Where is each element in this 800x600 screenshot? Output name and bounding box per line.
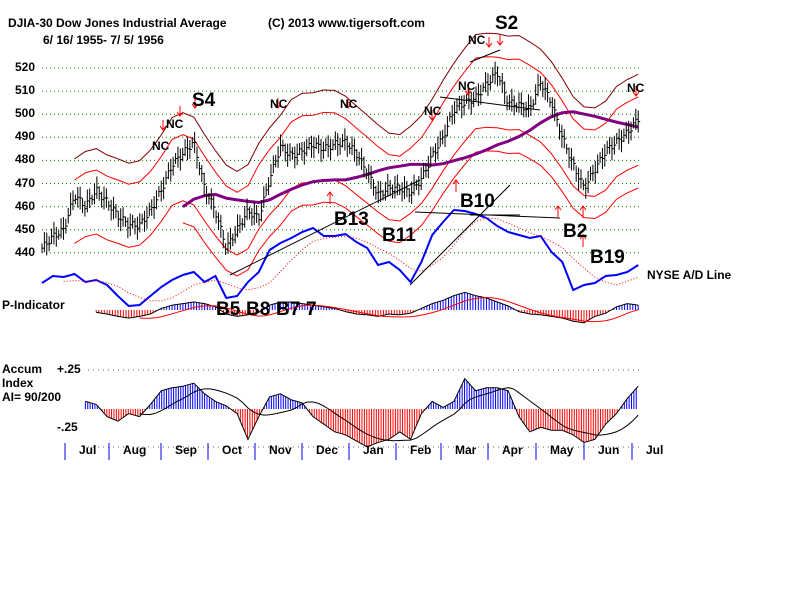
moving-average-line bbox=[182, 110, 639, 208]
up-arrow-icon bbox=[452, 179, 460, 185]
signal-label-s2: S2 bbox=[495, 13, 519, 34]
signal-label-nc: NC bbox=[152, 139, 170, 153]
month-label: Sep bbox=[175, 443, 198, 457]
signal-label-b7: B7 bbox=[276, 299, 301, 320]
y-tick-label: 510 bbox=[15, 83, 36, 98]
month-label: Jul bbox=[79, 443, 97, 457]
accum-label: Accum bbox=[2, 362, 43, 376]
y-tick-label: 450 bbox=[15, 221, 36, 236]
signal-label-nc: NC bbox=[270, 97, 288, 111]
month-label: Apr bbox=[502, 443, 523, 457]
y-tick-label: 460 bbox=[15, 198, 36, 213]
down-arrow-icon bbox=[344, 103, 352, 109]
down-arrow-icon bbox=[428, 115, 436, 121]
signal-label-nc: NC bbox=[468, 33, 486, 47]
ad-line-label: NYSE A/D Line bbox=[647, 268, 732, 282]
down-arrow-icon bbox=[159, 125, 167, 131]
down-arrow-icon bbox=[632, 91, 640, 97]
signal-label-nc: NC bbox=[340, 97, 358, 111]
up-arrow-icon bbox=[326, 191, 334, 197]
index-label: Index bbox=[2, 376, 34, 390]
up-arrow-icon bbox=[579, 234, 587, 240]
signal-label-nc: NC bbox=[424, 104, 442, 118]
month-label: Jun bbox=[598, 443, 620, 457]
down-arrow-icon bbox=[485, 42, 493, 48]
signal-label-nc: NC bbox=[458, 79, 476, 93]
p-indicator-label: P-Indicator bbox=[2, 298, 65, 312]
y-tick-label: 470 bbox=[15, 175, 36, 190]
y-tick-label: 490 bbox=[15, 129, 36, 144]
trend-line bbox=[229, 179, 421, 276]
signal-label-b8: B8 bbox=[246, 299, 271, 320]
signal-label-s4: S4 bbox=[192, 90, 216, 111]
down-arrow-icon bbox=[496, 40, 504, 46]
ai-value-label: AI= 90/200 bbox=[2, 390, 62, 404]
signal-label-b10: B10 bbox=[460, 191, 495, 212]
lower-band-outer bbox=[182, 150, 639, 277]
ad-line-ma bbox=[63, 217, 639, 302]
month-label: Dec bbox=[316, 443, 339, 457]
down-arrow-icon bbox=[464, 90, 472, 96]
down-arrow-icon bbox=[191, 103, 199, 109]
y-tick-label: 480 bbox=[15, 152, 36, 167]
y-tick-label: 520 bbox=[15, 60, 36, 74]
ad-line bbox=[41, 208, 639, 308]
signal-label-nc: NC bbox=[627, 81, 645, 95]
signal-label-b2: B2 bbox=[563, 221, 588, 242]
up-arrow-icon bbox=[554, 205, 562, 211]
trend-line bbox=[409, 184, 511, 286]
month-label: Nov bbox=[269, 443, 292, 457]
accum-index-outline bbox=[85, 377, 639, 448]
month-label: Aug bbox=[123, 443, 147, 457]
date-range: 6/ 16/ 1955- 7/ 5/ 1956 bbox=[43, 33, 164, 47]
down-arrow-icon bbox=[274, 103, 282, 109]
signal-label-b13: B13 bbox=[334, 209, 369, 230]
ai-minus-tick: -.25 bbox=[57, 420, 78, 434]
signal-label-nc: NC bbox=[166, 117, 184, 131]
signal-label-7: 7 bbox=[306, 299, 317, 320]
upper-band-inner bbox=[74, 56, 639, 193]
lower-band-inner bbox=[74, 126, 639, 256]
upper-band-outer bbox=[74, 32, 639, 172]
month-label: May bbox=[550, 443, 574, 457]
y-tick-label: 440 bbox=[15, 244, 36, 259]
up-arrow-icon bbox=[579, 205, 587, 211]
chart-title: DJIA-30 Dow Jones Industrial Average bbox=[8, 16, 227, 30]
month-label: Mar bbox=[455, 443, 477, 457]
ai-plus-tick: +.25 bbox=[57, 362, 81, 376]
p-indicator-outline bbox=[96, 291, 639, 324]
trend-line bbox=[439, 96, 541, 111]
y-tick-label: 500 bbox=[15, 106, 36, 121]
month-label: Feb bbox=[410, 443, 432, 457]
signal-label-b11: B11 bbox=[382, 225, 416, 246]
signal-label-b19: B19 bbox=[590, 247, 625, 268]
accum-index-ma bbox=[139, 387, 639, 442]
month-label: Oct bbox=[222, 443, 243, 457]
down-arrow-icon bbox=[176, 111, 184, 117]
month-label: Jul bbox=[646, 443, 664, 457]
p-indicator-ma bbox=[139, 297, 639, 323]
month-label: Jan bbox=[363, 443, 384, 457]
copyright: (C) 2013 www.tigersoft.com bbox=[268, 16, 425, 30]
trend-line bbox=[469, 49, 501, 63]
signal-label-b5: B5 bbox=[216, 299, 241, 320]
